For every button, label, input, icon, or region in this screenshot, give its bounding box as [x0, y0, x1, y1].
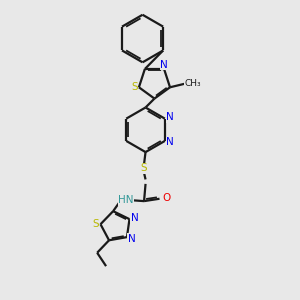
- Text: N: N: [130, 213, 138, 223]
- Text: N: N: [166, 137, 174, 147]
- Text: HN: HN: [118, 195, 134, 205]
- Text: S: S: [131, 82, 138, 92]
- Text: N: N: [128, 234, 135, 244]
- Text: S: S: [92, 219, 99, 229]
- Text: CH₃: CH₃: [184, 79, 201, 88]
- Text: S: S: [141, 164, 147, 173]
- Text: N: N: [166, 112, 174, 122]
- Text: O: O: [162, 193, 170, 202]
- Text: N: N: [160, 59, 168, 70]
